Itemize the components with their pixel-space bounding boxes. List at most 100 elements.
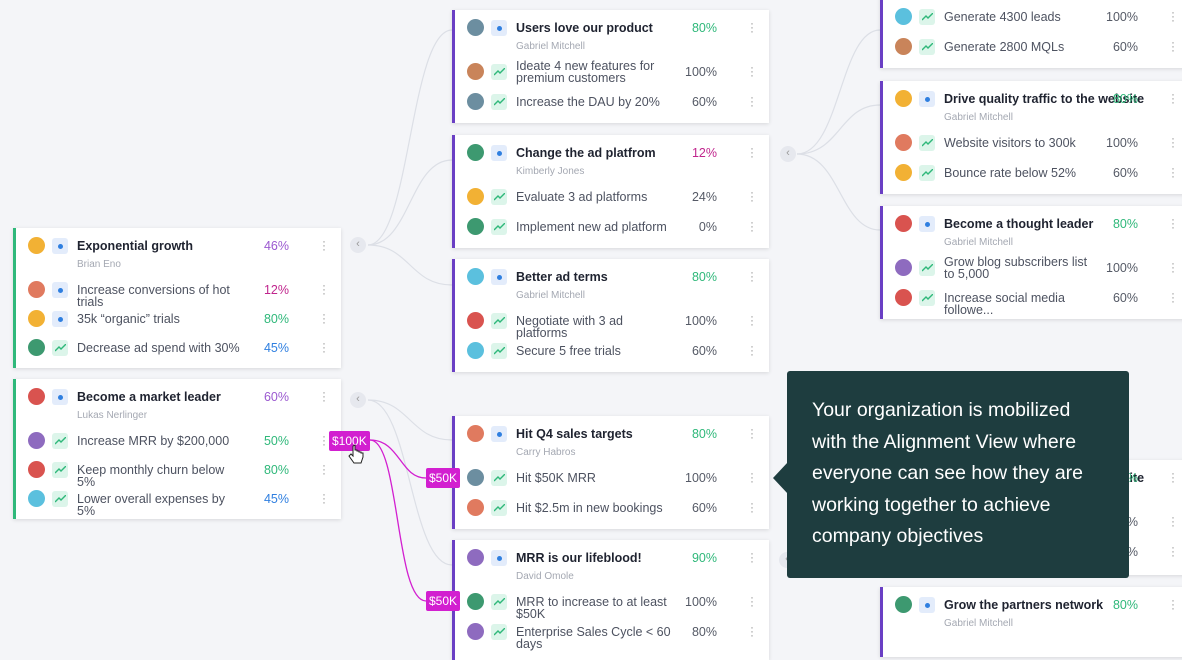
item-text: Keep monthly churn below 5%	[77, 463, 225, 489]
menu-button[interactable]: · · ·	[1171, 5, 1175, 27]
progress: 100%	[1106, 10, 1138, 24]
menu-button[interactable]: · · ·	[750, 339, 754, 361]
menu-button[interactable]: · · ·	[1171, 87, 1175, 109]
menu-button[interactable]: · · ·	[750, 215, 754, 237]
menu-button[interactable]: · · ·	[322, 234, 326, 256]
menu-button[interactable]: · · ·	[750, 60, 754, 82]
okr-card[interactable]: Users love our product 80% · · · Gabriel Mitc…	[452, 10, 769, 123]
budget-tag[interactable]: $50K	[426, 468, 461, 488]
okr-card[interactable]: Grow the partners network 80% · · · Gabriel M…	[880, 587, 1182, 657]
type-icon	[919, 216, 935, 232]
menu-button[interactable]: · · ·	[750, 185, 754, 207]
item-text: Negotiate with 3 ad platforms	[516, 314, 624, 340]
key-result: Increase social media followe... 60% · · ·	[883, 286, 1182, 316]
avatar	[467, 425, 484, 442]
collapse-button[interactable]: ‹	[350, 392, 366, 408]
avatar	[28, 490, 45, 507]
progress: 46%	[263, 239, 289, 253]
menu-button[interactable]: · · ·	[750, 16, 754, 38]
avatar	[467, 188, 484, 205]
avatar	[895, 215, 912, 232]
tooltip-arrow	[773, 462, 788, 494]
menu-button[interactable]: · · ·	[1171, 212, 1175, 234]
progress: 80%	[263, 463, 289, 477]
item-text: Increase MRR by $200,000	[77, 434, 230, 448]
menu-button[interactable]: · · ·	[1171, 131, 1175, 153]
menu-button[interactable]: · · ·	[1171, 466, 1175, 488]
menu-button[interactable]: · · ·	[750, 590, 754, 612]
progress: 60%	[1112, 291, 1138, 305]
owner-name: Lukas Nerlinger	[77, 410, 148, 421]
okr-card[interactable]: MRR is our lifeblood! 90% · · · David Omole MR…	[452, 540, 769, 660]
owner-name: Gabriel Mitchell	[944, 618, 1013, 629]
item-text: Increase social media followe...	[944, 291, 1065, 317]
menu-button[interactable]: · · ·	[750, 90, 754, 112]
menu-button[interactable]: · · ·	[1171, 161, 1175, 183]
objective-title: Users love our product	[516, 21, 653, 35]
objective-title: Change the ad platfrom	[516, 146, 656, 160]
menu-button[interactable]: · · ·	[750, 466, 754, 488]
menu-button[interactable]: · · ·	[750, 620, 754, 642]
menu-button[interactable]: · · ·	[750, 496, 754, 518]
item-text: Evaluate 3 ad platforms	[516, 190, 648, 204]
menu-button[interactable]: · · ·	[322, 307, 326, 329]
okr-card[interactable]: Generate 4300 leads 100% · · · Generate 2800 …	[880, 0, 1182, 68]
type-icon	[491, 269, 507, 285]
okr-card[interactable]: Exponential growth 46% · · · Brian Eno Increas…	[13, 228, 341, 368]
menu-button[interactable]: · · ·	[750, 265, 754, 287]
key-result: Generate 4300 leads 100% · · ·	[883, 5, 1182, 27]
collapse-button[interactable]: ‹	[350, 237, 366, 253]
item-text: Decrease ad spend with 30%	[77, 341, 240, 355]
key-result: 35k “organic” trials 80% · · ·	[16, 307, 341, 329]
menu-button[interactable]: · · ·	[1171, 286, 1175, 308]
avatar	[28, 432, 45, 449]
objective-header: MRR is our lifeblood! 90% · · ·	[455, 546, 769, 568]
okr-card[interactable]: Become a market leader 60% · · · Lukas Nerlin…	[13, 379, 341, 519]
key-result: Enterprise Sales Cycle < 60 days 80% · · ·	[455, 620, 769, 650]
okr-card[interactable]: Hit Q4 sales targets 80% · · · Carry Habros Hi…	[452, 416, 769, 529]
progress: 100%	[685, 65, 717, 79]
budget-tag[interactable]: $50K	[426, 591, 461, 611]
type-icon	[491, 470, 507, 486]
menu-button[interactable]: · · ·	[1171, 593, 1175, 615]
progress: 60%	[1112, 166, 1138, 180]
avatar	[467, 312, 484, 329]
progress: 100%	[685, 471, 717, 485]
progress: 80%	[691, 21, 717, 35]
key-result: Negotiate with 3 ad platforms 100% · · ·	[455, 309, 769, 339]
menu-button[interactable]: · · ·	[750, 546, 754, 568]
menu-button[interactable]: · · ·	[1171, 256, 1175, 278]
menu-button[interactable]: · · ·	[322, 278, 326, 300]
menu-button[interactable]: · · ·	[322, 429, 326, 451]
menu-button[interactable]: · · ·	[322, 487, 326, 509]
progress: 45%	[263, 341, 289, 355]
menu-button[interactable]: · · ·	[1171, 540, 1175, 562]
key-result: Increase MRR by $200,000 50% · · ·	[16, 429, 341, 451]
objective-title: Better ad terms	[516, 270, 608, 284]
menu-button[interactable]: · · ·	[750, 141, 754, 163]
type-icon	[919, 165, 935, 181]
avatar	[467, 342, 484, 359]
progress: 80%	[691, 270, 717, 284]
okr-card[interactable]: Become a thought leader 80% · · · Gabriel Mit…	[880, 206, 1182, 319]
menu-button[interactable]: · · ·	[1171, 510, 1175, 532]
okr-card[interactable]: Change the ad platfrom 12% · · · Kimberly Jon…	[452, 135, 769, 248]
menu-button[interactable]: · · ·	[1171, 35, 1175, 57]
progress: 100%	[1106, 261, 1138, 275]
progress: 100%	[685, 595, 717, 609]
collapse-button[interactable]: ‹	[780, 146, 796, 162]
owner-name: Carry Habros	[516, 447, 576, 458]
okr-card[interactable]: Better ad terms 80% · · · Gabriel Mitchell Neg…	[452, 259, 769, 372]
avatar	[28, 281, 45, 298]
avatar	[467, 63, 484, 80]
menu-button[interactable]: · · ·	[322, 458, 326, 480]
key-result: Lower overall expenses by 5% 45% · · ·	[16, 487, 341, 517]
menu-button[interactable]: · · ·	[750, 309, 754, 331]
menu-button[interactable]: · · ·	[322, 336, 326, 358]
objective-header: Grow the partners network 80% · · ·	[883, 593, 1182, 615]
menu-button[interactable]: · · ·	[322, 385, 326, 407]
menu-button[interactable]: · · ·	[750, 422, 754, 444]
budget-tag[interactable]: $100K	[329, 431, 370, 451]
